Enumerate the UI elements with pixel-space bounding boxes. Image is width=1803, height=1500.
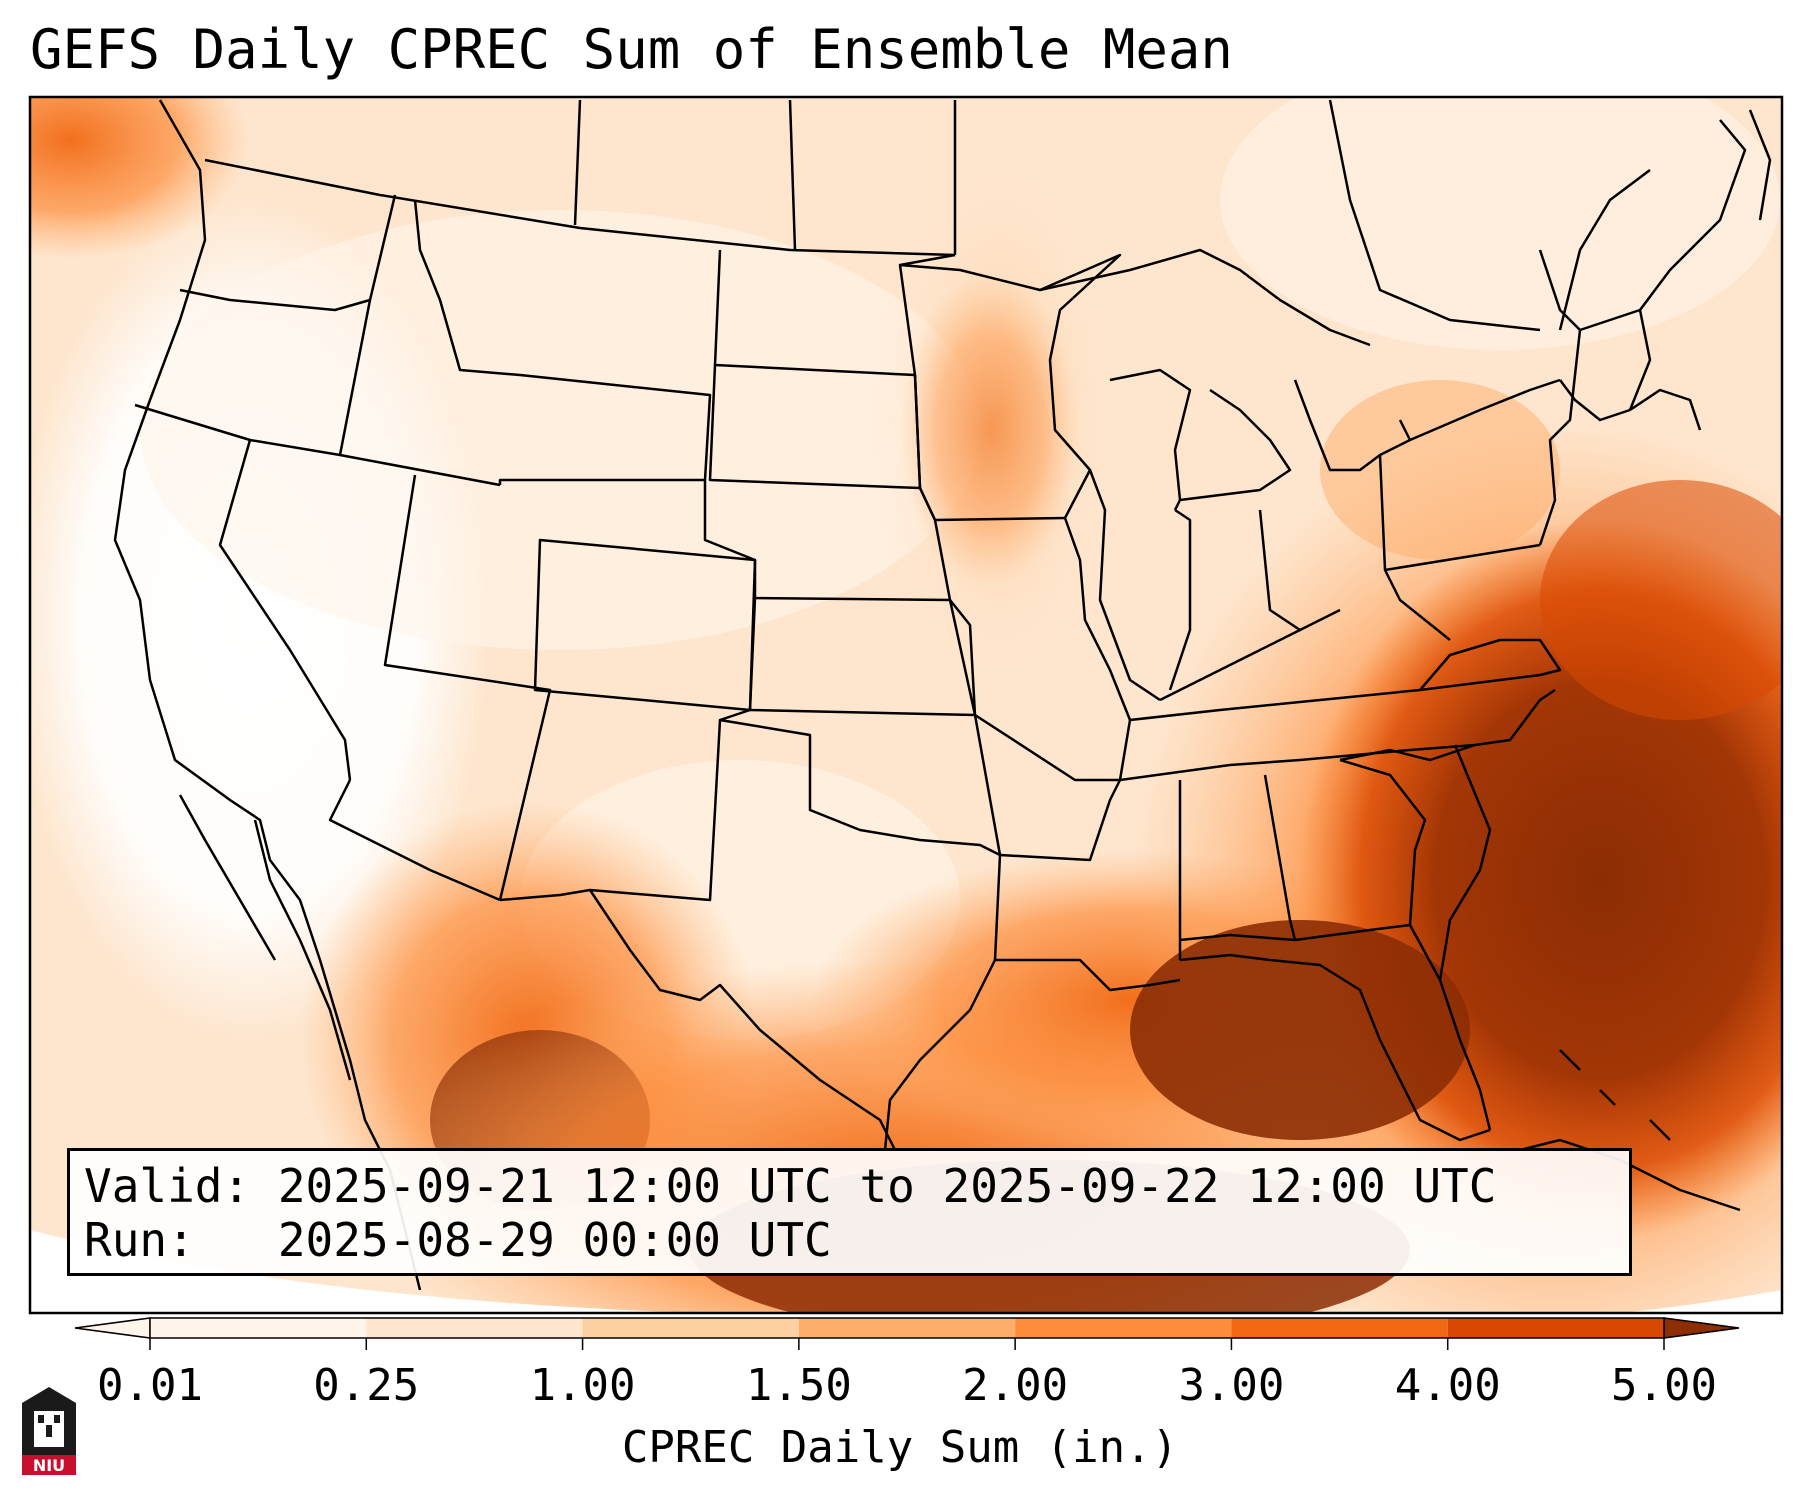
colorbar-tick-label: 5.00 [1611, 1360, 1717, 1411]
colorbar-segment [1447, 1318, 1664, 1338]
colorbar-segment [150, 1318, 367, 1338]
colorbar-tick-label: 4.00 [1394, 1360, 1501, 1411]
colorbar-tick-label: 3.00 [1178, 1360, 1285, 1411]
niu-logo-icon: NIU [22, 1387, 76, 1475]
colorbar [74, 1317, 1740, 1350]
logo-text: NIU [33, 1456, 65, 1475]
colorbar-frame [149, 1317, 1665, 1339]
colorbar-segment [798, 1318, 1016, 1338]
map-title: GEFS Daily CPREC Sum of Ensemble Mean [30, 18, 1233, 81]
colorbar-tick-label: 2.00 [962, 1360, 1069, 1411]
colorbar-extend-low [74, 1317, 151, 1339]
colorbar-segment [366, 1318, 583, 1338]
colorbar-tick-label: 1.50 [745, 1360, 852, 1411]
colorbar-segment [1231, 1318, 1448, 1338]
valid-time-label: Valid: 2025-09-21 12:00 UTC to 2025-09-2… [84, 1159, 1497, 1213]
colorbar-tick-label: 0.25 [313, 1360, 420, 1411]
projection-edge [30, 1230, 1782, 1313]
map-frame [28, 95, 1784, 1315]
state-boundaries [113, 99, 1772, 1291]
colorbar-segment [582, 1318, 799, 1338]
colorbar-tick-label: 1.00 [529, 1360, 636, 1411]
colorbar-tick-label: 0.01 [97, 1360, 203, 1411]
colorbar-segment [1015, 1318, 1232, 1338]
run-time-label: Run: 2025-08-29 00:00 UTC [84, 1213, 832, 1267]
colorbar-extend-high [1663, 1317, 1740, 1339]
info-box: Valid: 2025-09-21 12:00 UTC to 2025-09-2… [67, 1148, 1632, 1276]
colorbar-title: CPREC Daily Sum (in.) [621, 1422, 1179, 1473]
